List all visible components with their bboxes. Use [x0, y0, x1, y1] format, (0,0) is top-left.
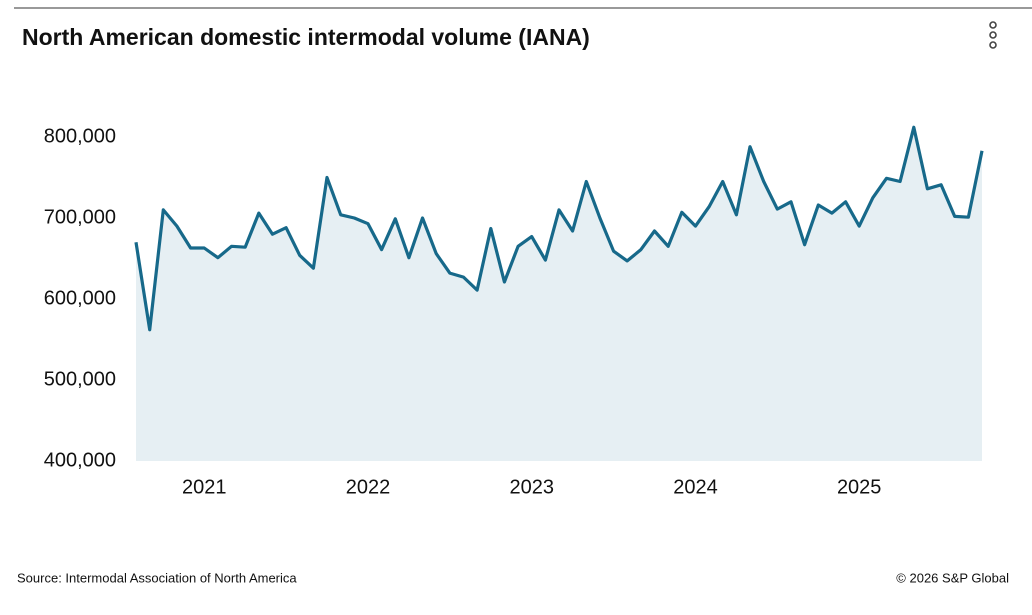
line	[134, 125, 984, 332]
y-tick-label: 400,000	[44, 449, 116, 471]
x-tick-label: 2025	[837, 476, 882, 498]
menu-icon[interactable]	[989, 21, 997, 49]
area-fill	[136, 127, 982, 462]
chart-title: North American domestic intermodal volum…	[22, 24, 590, 50]
x-tick-label: 2024	[673, 476, 718, 498]
y-tick-label: 800,000	[44, 125, 116, 147]
source-note: Source: Intermodal Association of North …	[17, 570, 297, 585]
x-tick-label: 2023	[509, 476, 554, 498]
x-tick-label: 2021	[182, 476, 227, 498]
copyright: © 2026 S&P Global	[896, 570, 1009, 585]
y-tick-label: 600,000	[44, 287, 116, 309]
y-tick-label: 700,000	[44, 206, 116, 228]
x-tick-label: 2022	[346, 476, 391, 498]
y-tick-label: 500,000	[44, 368, 116, 390]
